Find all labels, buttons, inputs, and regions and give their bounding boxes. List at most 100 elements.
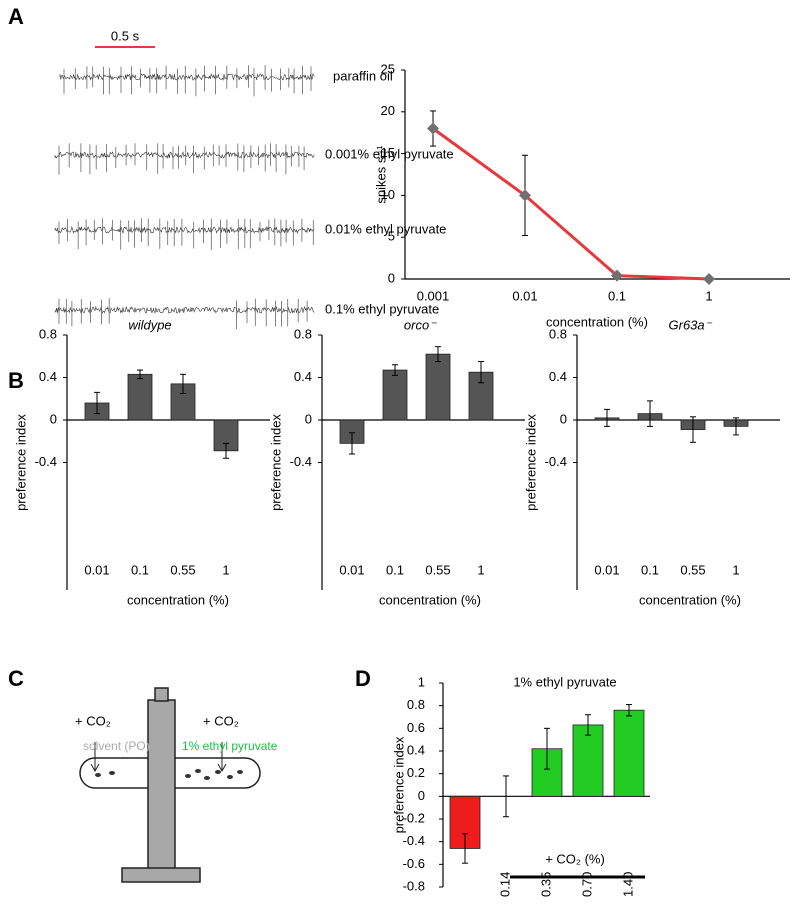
chart-title: orco⁻: [404, 317, 437, 332]
marker: [519, 189, 531, 202]
x-tick-label: 0.1: [131, 562, 149, 577]
x-tick-label: 1.40: [620, 872, 635, 897]
y-tick-label: 0: [305, 411, 312, 426]
trace-noise: [54, 150, 315, 159]
cap: [154, 687, 169, 702]
bar: [213, 419, 239, 452]
y-tick-label: -0.6: [403, 856, 425, 871]
solvent-label: solvent (PO): [83, 739, 150, 753]
trace-spikes: [63, 65, 312, 97]
co2-label: + CO₂: [75, 713, 111, 728]
y-tick-label: 0: [388, 270, 395, 285]
x-axis-label: concentration (%): [639, 592, 741, 607]
error-bar: [503, 775, 509, 818]
trace-noise: [54, 305, 315, 314]
error-bar: [647, 400, 653, 427]
x-tick-label: 0.001: [417, 288, 450, 303]
base: [121, 867, 201, 883]
bar: [572, 724, 604, 797]
x-tick-label: 0.35: [538, 872, 553, 897]
error-bar: [223, 442, 229, 459]
x-tick-label: 0.01: [512, 288, 537, 303]
y-tick-label: 15: [381, 145, 395, 160]
y-axis-label: spikes s⁻¹: [373, 145, 388, 204]
y-tick-label: 1: [418, 674, 425, 689]
bar: [127, 373, 153, 421]
odor-label: 1% ethyl pyruvate: [182, 739, 278, 753]
bar: [382, 369, 408, 421]
y-tick-label: 0.4: [549, 369, 567, 384]
diagram: [79, 687, 261, 883]
x-axis-label: concentration (%): [546, 314, 648, 329]
y-tick-label: 10: [381, 187, 395, 202]
marker: [611, 269, 623, 282]
column: [147, 699, 176, 871]
y-tick-label: 0.4: [39, 369, 57, 384]
chart-title: wildype: [128, 317, 171, 332]
y-tick-label: 5: [388, 229, 395, 244]
trace-label: paraffin oil: [333, 68, 393, 83]
x-tick-label: 0.70: [579, 872, 594, 897]
x-tick-label: 0.1: [608, 288, 626, 303]
x-tick-label: 1: [477, 562, 484, 577]
x-tick-label: 0.01: [84, 562, 109, 577]
trace-noise: [59, 73, 315, 81]
y-tick-label: 0.2: [407, 765, 425, 780]
bar: [613, 709, 645, 797]
y-tick-label: 0.8: [294, 326, 312, 341]
trace-label: 0.001% ethyl pyruvate: [325, 146, 454, 161]
trace-spikes: [58, 218, 314, 250]
error-bar: [435, 346, 441, 363]
error-bar: [94, 391, 100, 415]
y-tick-label: 0.8: [39, 326, 57, 341]
y-tick-label: 0.8: [549, 326, 567, 341]
panel-label: A: [8, 4, 24, 29]
x-tick-label: 0.01: [339, 562, 364, 577]
error-bar: [392, 364, 398, 376]
panel-label: D: [355, 666, 371, 691]
bar: [425, 353, 451, 421]
trace-label: 0.1% ethyl pyruvate: [325, 301, 439, 316]
y-tick-label: 0: [560, 411, 567, 426]
error-bar: [626, 704, 632, 717]
error-bar: [544, 727, 550, 770]
error-bar: [585, 714, 591, 736]
chart-title: Gr63a⁻: [669, 317, 713, 332]
y-tick-label: 20: [381, 103, 395, 118]
y-tick-label: -0.4: [35, 454, 57, 469]
y-tick-label: 0: [50, 411, 57, 426]
annotation: + CO₂ (%): [545, 851, 605, 866]
y-tick-label: -0.4: [403, 833, 425, 848]
error-bar: [462, 833, 468, 864]
x-tick-label: 0.55: [425, 562, 450, 577]
y-axis-label: preference index: [268, 414, 283, 511]
y-tick-label: 0: [418, 788, 425, 803]
marker: [703, 273, 715, 285]
flies: [95, 769, 243, 780]
trace-noise: [54, 226, 315, 234]
y-axis-label: preference index: [523, 414, 538, 511]
marker: [427, 122, 439, 135]
y-tick-label: 0.6: [407, 720, 425, 735]
error-bar: [349, 432, 355, 455]
x-tick-label: 0.55: [170, 562, 195, 577]
x-tick-label: 1: [222, 562, 229, 577]
error-bar: [478, 361, 484, 384]
trace-label: 0.01% ethyl pyruvate: [325, 221, 446, 236]
x-tick-label: 1: [732, 562, 739, 577]
x-axis-label: concentration (%): [127, 592, 229, 607]
y-tick-label: 0.4: [407, 742, 425, 757]
y-tick-label: 0.4: [294, 369, 312, 384]
x-tick-label: 0.14: [497, 872, 512, 897]
y-tick-label: 25: [381, 61, 395, 76]
trace-spikes: [58, 143, 305, 175]
x-tick-label: 0.55: [680, 562, 705, 577]
x-axis-label: concentration (%): [379, 592, 481, 607]
y-tick-label: 0.8: [407, 697, 425, 712]
trace-spikes: [58, 298, 308, 330]
chart-title: 1% ethyl pyruvate: [513, 674, 616, 689]
line: [432, 127, 710, 281]
error-bar: [604, 408, 610, 427]
x-tick-label: 0.1: [386, 562, 404, 577]
